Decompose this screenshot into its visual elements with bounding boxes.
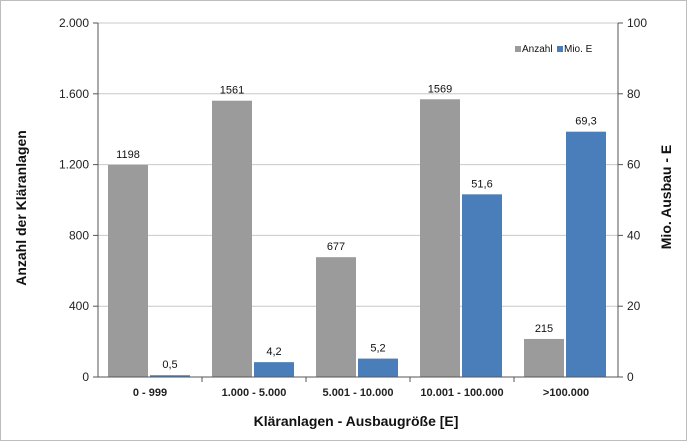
data-label-anzahl: 1198: [116, 149, 140, 161]
legend-label-mio-e: Mio. E: [564, 44, 593, 55]
data-label-anzahl: 1561: [220, 85, 244, 97]
y-tick-label-left: 1.200: [59, 158, 89, 172]
y-tick-label-right: 60: [627, 158, 641, 172]
x-category-label: 5.001 - 10.000: [323, 387, 394, 399]
bar-anzahl: [524, 338, 564, 377]
y-axis-right-ticks: 0 20 40 60 80 100: [618, 16, 647, 384]
data-label-mio-e: 4,2: [266, 346, 281, 358]
data-label-mio-e: 51,6: [471, 178, 492, 190]
x-axis-title: Kläranlagen - Ausbaugröße [E]: [254, 413, 459, 429]
data-label-mio-e: 69,3: [575, 116, 596, 128]
y-tick-label-left: 1.600: [59, 87, 89, 101]
y-tick-label-right: 100: [627, 16, 647, 30]
gridlines: [98, 22, 618, 307]
data-label-anzahl: 215: [535, 323, 553, 335]
bar-anzahl: [316, 257, 356, 377]
x-category-label: 1.000 - 5.000: [222, 387, 287, 399]
y-axis-left-ticks: 0 400 800 1.200 1.600 2.000: [59, 16, 98, 384]
data-label-anzahl: 1569: [428, 83, 452, 95]
y-axis-right-title: Mio. Ausbau - E: [658, 145, 674, 249]
bar-mio-e: [254, 362, 294, 377]
data-label-mio-e: 0,5: [162, 359, 177, 371]
bar-anzahl: [108, 164, 148, 377]
bar-series: [108, 99, 606, 378]
y-axis-left-title: Anzahl der Kläranlagen: [13, 130, 29, 286]
y-tick-label-right: 20: [627, 299, 641, 313]
y-tick-label-left: 2.000: [59, 16, 89, 30]
axes: [97, 23, 619, 382]
bar-mio-e: [462, 194, 502, 377]
y-tick-label-right: 0: [627, 370, 634, 384]
y-tick-label-right: 40: [627, 228, 641, 242]
y-tick-label-left: 800: [69, 228, 89, 242]
x-category-label: >100.000: [543, 387, 589, 399]
x-axis-categories: 0 - 999 1.000 - 5.000 5.001 - 10.000 10.001…: [133, 387, 589, 399]
data-label-anzahl: 677: [327, 241, 345, 253]
bar-mio-e: [150, 375, 190, 378]
x-category-label: 10.001 - 100.000: [420, 387, 503, 399]
y-tick-label-left: 400: [69, 299, 89, 313]
y-tick-label-right: 80: [627, 87, 641, 101]
bar-anzahl: [420, 99, 460, 378]
data-label-mio-e: 5,2: [370, 343, 385, 355]
bar-mio-e: [358, 358, 398, 377]
data-labels: 1198 0,5 1561 4,2 677 5,2 1569 51,6 215 69,3: [116, 83, 597, 371]
bar-mio-e: [566, 131, 606, 377]
legend-label-anzahl: Anzahl: [522, 44, 553, 55]
bar-anzahl: [212, 100, 252, 377]
y-tick-label-left: 0: [82, 370, 89, 384]
legend: Anzahl Mio. E: [515, 44, 593, 55]
legend-swatch-mio-e: [557, 46, 563, 52]
legend-swatch-anzahl: [515, 46, 521, 52]
x-category-label: 0 - 999: [133, 387, 167, 399]
